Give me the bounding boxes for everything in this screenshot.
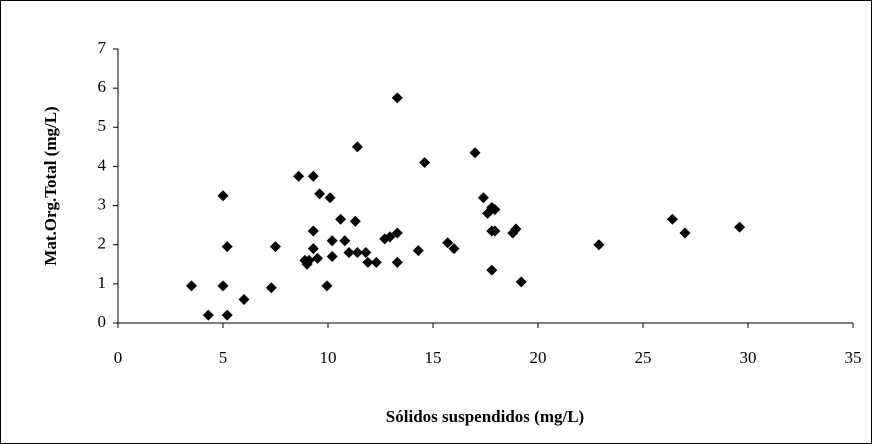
point xyxy=(515,276,527,288)
y-tick-label: 6 xyxy=(98,77,107,96)
point xyxy=(412,245,424,257)
x-tick-label: 15 xyxy=(425,348,442,367)
point xyxy=(314,188,326,200)
point xyxy=(469,147,481,159)
point xyxy=(238,294,250,306)
point xyxy=(391,256,403,268)
point xyxy=(324,192,336,204)
point xyxy=(477,192,489,204)
y-tick-label: 1 xyxy=(98,273,107,292)
point xyxy=(666,213,678,225)
point xyxy=(351,247,363,259)
point xyxy=(734,221,746,233)
y-axis-title: Mat.Org.Total (mg/L) xyxy=(41,106,60,265)
point xyxy=(419,157,431,169)
x-tick-label: 5 xyxy=(219,348,228,367)
point xyxy=(343,247,355,259)
point xyxy=(265,282,277,294)
x-tick-label: 10 xyxy=(320,348,337,367)
point xyxy=(362,256,374,268)
x-tick-label: 0 xyxy=(114,348,123,367)
x-tick-label: 35 xyxy=(845,348,862,367)
y-tick-label: 0 xyxy=(98,312,107,331)
point xyxy=(303,254,315,266)
y-tick-label: 3 xyxy=(98,194,107,213)
point xyxy=(351,141,363,153)
x-tick-label: 25 xyxy=(635,348,652,367)
point xyxy=(448,243,460,255)
point xyxy=(360,247,372,259)
point xyxy=(384,231,396,243)
point xyxy=(307,243,319,255)
point xyxy=(293,170,305,182)
y-tick-label: 2 xyxy=(98,234,107,253)
point xyxy=(186,280,197,292)
point xyxy=(326,235,338,247)
point xyxy=(217,280,229,292)
point xyxy=(335,213,347,225)
point xyxy=(510,223,522,235)
point xyxy=(486,264,498,276)
point xyxy=(307,225,319,237)
y-tick-label: 5 xyxy=(98,116,107,135)
point xyxy=(339,235,351,247)
x-tick-label: 30 xyxy=(740,348,757,367)
point xyxy=(321,280,333,292)
point xyxy=(679,227,691,239)
point xyxy=(370,256,382,268)
x-axis-title: Sólidos suspendidos (mg/L) xyxy=(386,407,584,426)
point xyxy=(442,237,454,249)
point xyxy=(489,225,501,237)
point xyxy=(391,92,403,104)
point xyxy=(312,252,323,264)
point xyxy=(202,309,214,321)
point xyxy=(221,309,233,321)
y-tick-label: 7 xyxy=(98,38,107,57)
point xyxy=(307,170,319,182)
point xyxy=(593,239,605,251)
point xyxy=(326,250,338,262)
point xyxy=(217,190,229,202)
point xyxy=(221,241,233,253)
x-tick-label: 20 xyxy=(530,348,547,367)
point xyxy=(391,227,403,239)
point xyxy=(270,241,281,253)
point xyxy=(349,215,361,227)
point xyxy=(489,203,501,215)
y-tick-label: 4 xyxy=(98,155,107,174)
